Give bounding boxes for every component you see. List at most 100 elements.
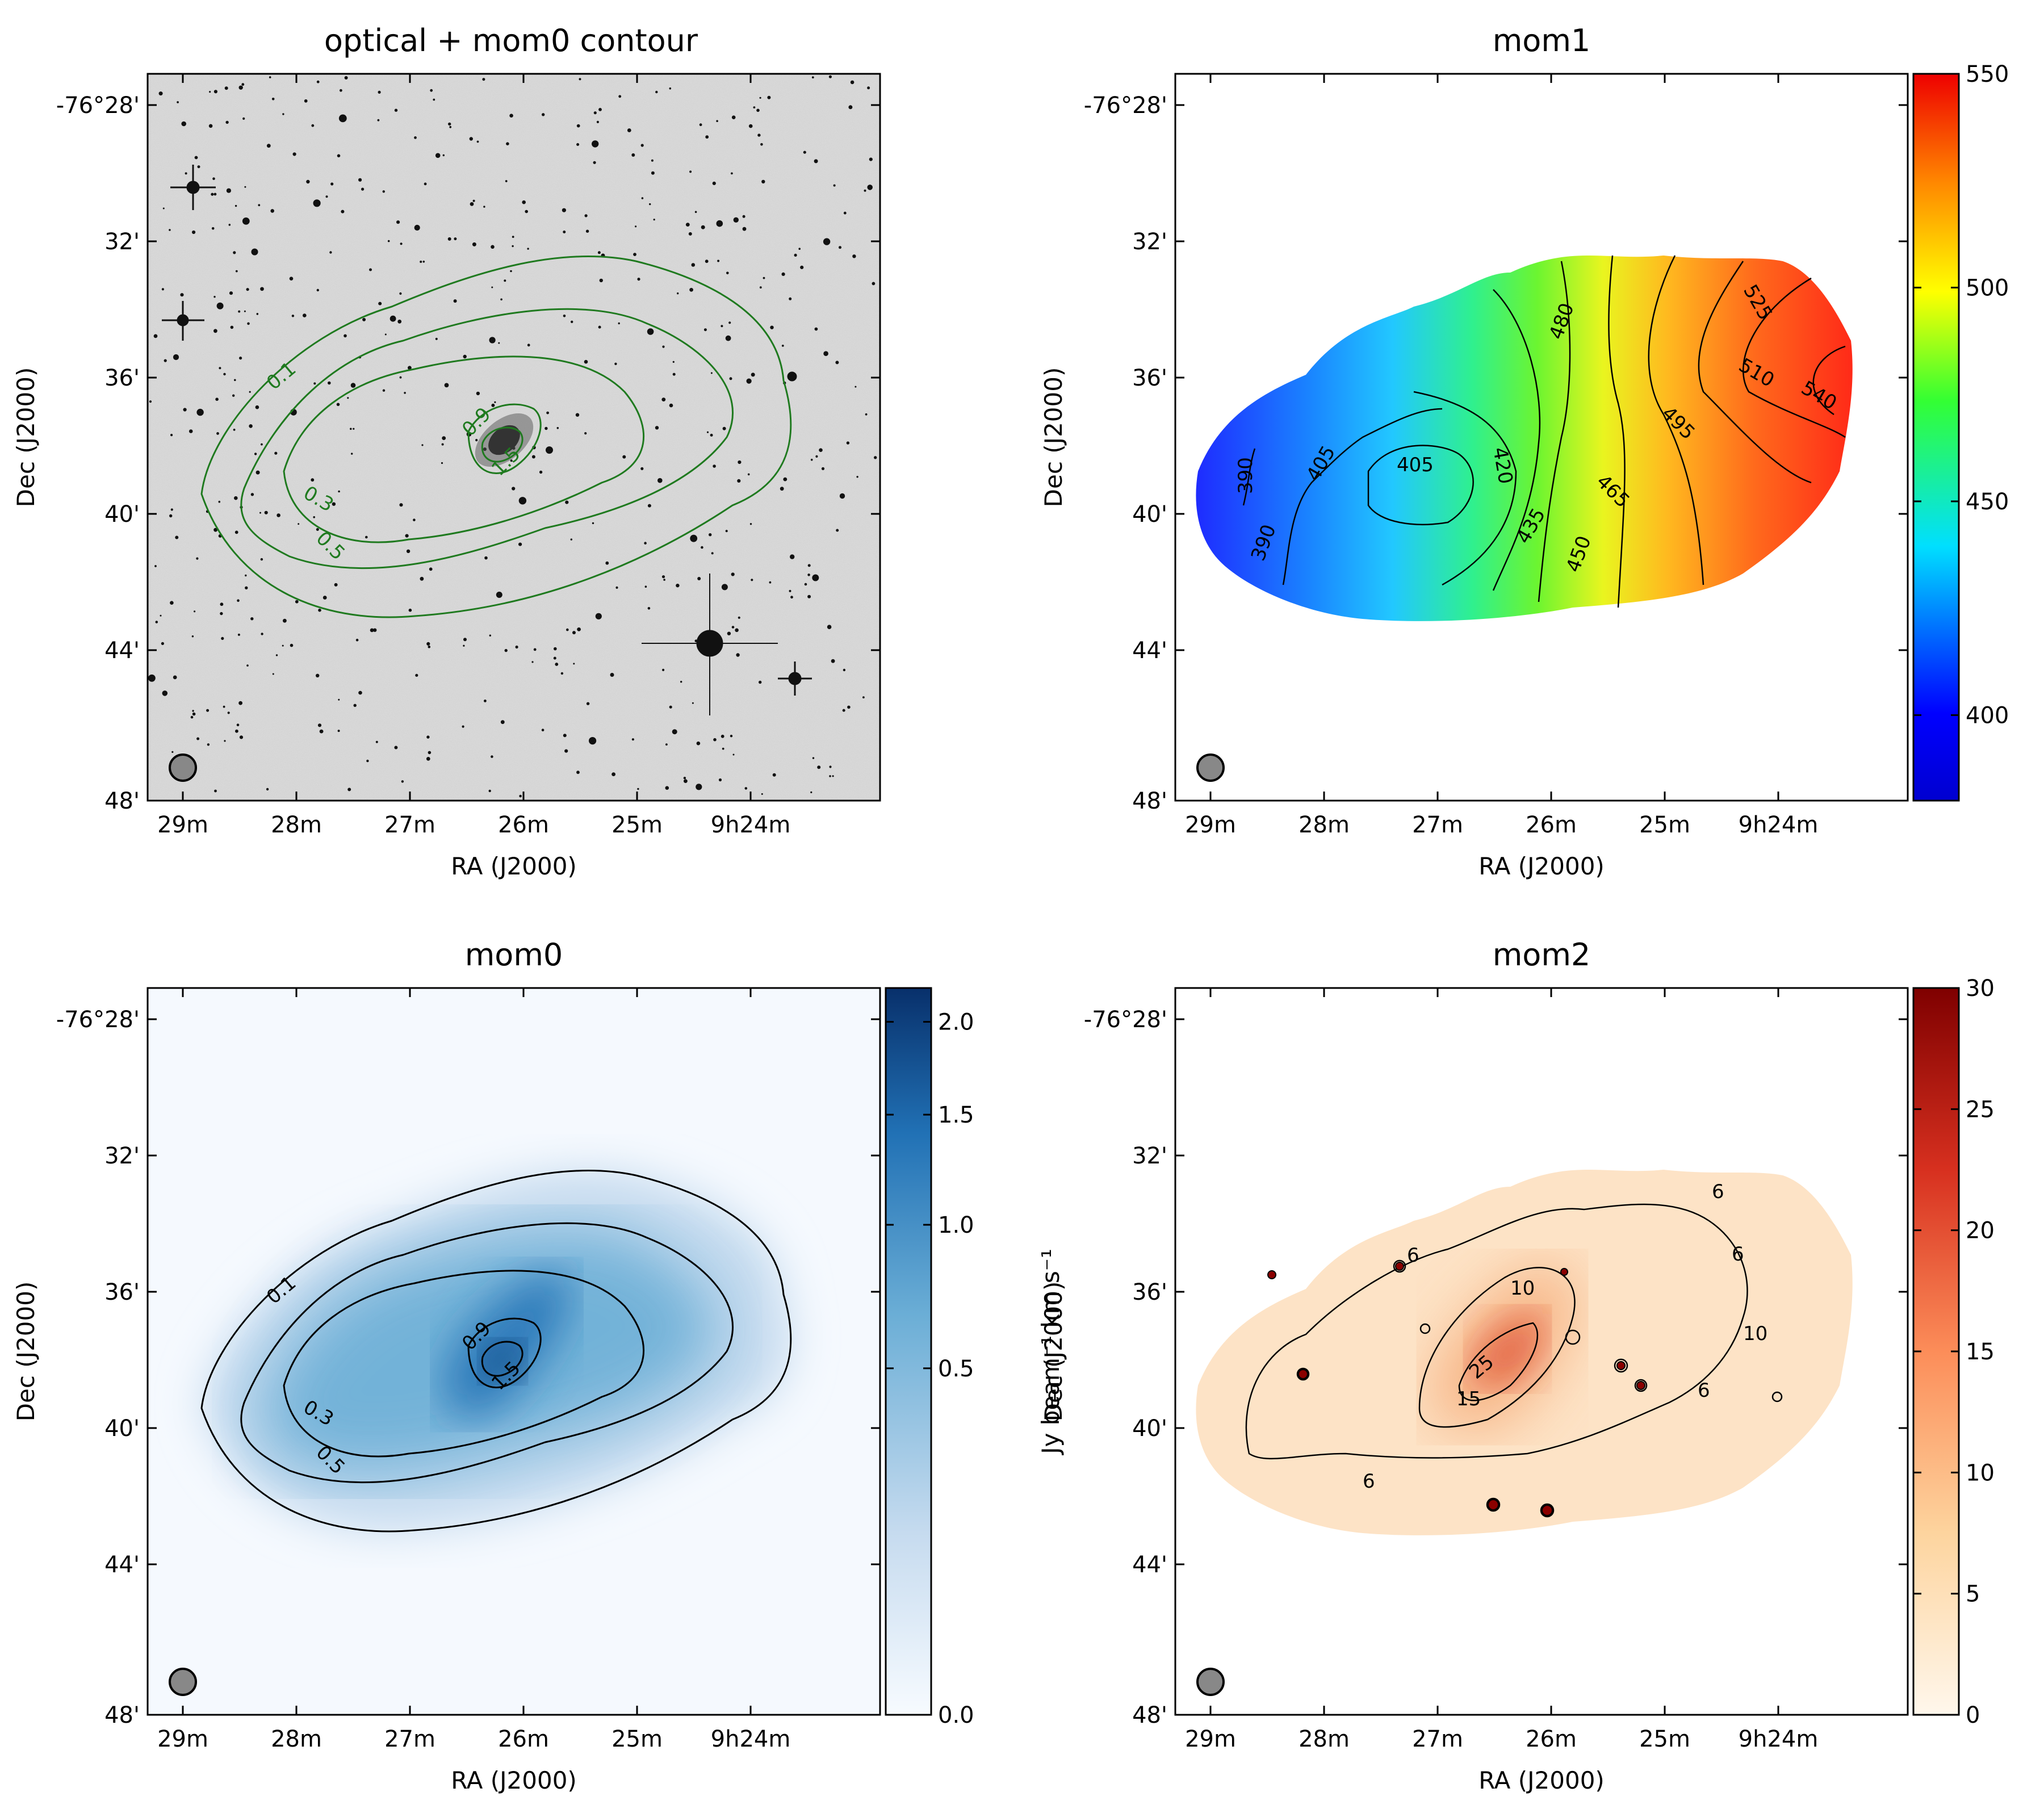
panel-title: optical + mom0 contour	[324, 23, 698, 58]
x-tick-label: 26m	[1526, 812, 1577, 838]
dispersion-map	[1196, 1170, 1853, 1535]
y-tick-label: 32'	[1132, 229, 1167, 255]
y-tick-label: 36'	[1132, 365, 1167, 391]
y-tick-label: 44'	[104, 1552, 140, 1578]
y-tick-label: 40'	[104, 1416, 140, 1442]
colorbar-label: Jy beam⁻¹ km s⁻¹	[1037, 1249, 1065, 1456]
colorbar: 400450500550km s⁻¹	[1912, 61, 2009, 802]
x-tick-label: 9h24m	[711, 1726, 791, 1752]
panel-title: mom2	[1493, 937, 1591, 973]
velocity-contours	[1242, 255, 1846, 608]
y-axis-label: Dec (J2000)	[1040, 1282, 1067, 1422]
y-tick-label: 36'	[1132, 1279, 1167, 1305]
y-tick-label: -76°28'	[1084, 1007, 1167, 1033]
axes-frame	[1174, 987, 1909, 1716]
x-tick-label: 25m	[611, 812, 663, 838]
y-axis-label: Dec (J2000)	[12, 1282, 40, 1422]
y-tick-label: 44'	[1132, 638, 1167, 664]
x-tick-label: 28m	[271, 1726, 322, 1752]
beam-marker	[1196, 753, 1225, 782]
x-tick-label: 28m	[1299, 1726, 1350, 1752]
colorbar-tick-label: 1.0	[938, 1212, 974, 1238]
bright-stars	[162, 165, 812, 715]
colorbar-tick-label: 2.0	[938, 1010, 974, 1036]
y-tick-label: 44'	[1132, 1552, 1167, 1578]
svg-text:6: 6	[1732, 1243, 1744, 1266]
svg-text:6: 6	[1363, 1470, 1375, 1493]
x-tick-label: 26m	[498, 812, 549, 838]
x-axis-label: RA (J2000)	[451, 852, 577, 880]
colorbar-tick-label: 0.5	[938, 1356, 974, 1382]
panel-optical: optical + mom0 contour 0.1 0.3 0.5 0.9 1…	[12, 23, 881, 880]
dispersion-blobs	[1267, 1262, 1645, 1516]
colorbar-tick-label: 15	[1966, 1339, 1995, 1365]
panel-title: mom0	[465, 937, 563, 973]
star-field	[148, 75, 877, 798]
panel-mom0: mom0 0.1 0.3 0.5 0.9 1.5 29m 28m 27m 26m 25m…	[12, 937, 1065, 1794]
x-tick-label: 26m	[498, 1726, 549, 1752]
colorbar-tick-label: 400	[1966, 702, 2009, 729]
x-tick-label: 29m	[157, 1726, 208, 1752]
y-tick-label: 48'	[104, 788, 140, 814]
y-tick-label: 32'	[104, 1143, 140, 1169]
x-tick-label: 28m	[1299, 812, 1350, 838]
y-tick-label: 36'	[104, 365, 140, 391]
y-tick-label: 40'	[1132, 1416, 1167, 1442]
x-tick-label: 29m	[1185, 812, 1236, 838]
colorbar-tick-label: 20	[1966, 1218, 1995, 1244]
colorbar-tick-label: 30	[1966, 976, 1995, 1002]
colorbar-tick-label: 25	[1966, 1096, 1995, 1123]
x-tick-label: 27m	[384, 812, 435, 838]
axes-frame	[146, 987, 881, 1716]
beam-marker	[1196, 1668, 1225, 1696]
axes-frame	[1174, 73, 1909, 802]
x-tick-label: 9h24m	[1739, 1726, 1819, 1752]
y-axis-label: Dec (J2000)	[1040, 367, 1067, 508]
svg-text:6: 6	[1698, 1379, 1710, 1402]
x-tick-label: 27m	[1412, 1726, 1463, 1752]
x-tick-label: 25m	[1639, 812, 1690, 838]
contour-label: 405	[1397, 454, 1434, 476]
svg-text:10: 10	[1510, 1277, 1535, 1300]
y-tick-label: 44'	[104, 638, 140, 664]
dispersion-contours	[1245, 1203, 1783, 1518]
y-axis-label: Dec (J2000)	[12, 367, 40, 508]
x-tick-label: 9h24m	[711, 812, 791, 838]
y-tick-label: 48'	[104, 1702, 140, 1728]
colorbar-tick-label: 0.0	[938, 1702, 974, 1728]
colorbar: 051015202530km s⁻¹	[1912, 976, 1995, 1728]
x-tick-label: 26m	[1526, 1726, 1577, 1752]
svg-text:6: 6	[1407, 1244, 1419, 1267]
colorbar-tick-label: 450	[1966, 489, 2009, 515]
x-tick-label: 27m	[384, 1726, 435, 1752]
colorbar-tick-label: 550	[1966, 61, 2009, 87]
y-tick-label: 40'	[1132, 501, 1167, 527]
svg-text:10: 10	[1743, 1322, 1767, 1345]
beam-marker	[169, 753, 197, 782]
y-tick-label: 32'	[104, 229, 140, 255]
y-tick-label: 32'	[1132, 1143, 1167, 1169]
x-tick-label: 25m	[611, 1726, 663, 1752]
panel-title: mom1	[1493, 23, 1591, 58]
mom0-contours	[200, 1170, 792, 1533]
axes-frame	[146, 73, 881, 802]
beam-marker	[169, 1668, 197, 1696]
colorbar-tick-label: 0	[1966, 1702, 1980, 1728]
x-axis-label: RA (J2000)	[1478, 852, 1605, 880]
x-tick-label: 29m	[157, 812, 208, 838]
colorbar-tick-label: 500	[1966, 275, 2009, 301]
y-tick-label: -76°28'	[1084, 93, 1167, 119]
colorbar-tick-label: 1.5	[938, 1102, 974, 1128]
y-tick-label: 40'	[104, 501, 140, 527]
svg-text:15: 15	[1456, 1388, 1481, 1410]
contour-label: 390	[1234, 457, 1257, 494]
svg-text:6: 6	[1712, 1180, 1724, 1203]
colorbar: 0.0 0.5 1.0 1.5 2.0 Jy beam⁻¹ km s⁻¹	[885, 987, 1065, 1728]
mom0-contours	[200, 256, 792, 618]
x-axis-label: RA (J2000)	[1478, 1766, 1605, 1794]
y-tick-label: 48'	[1132, 1702, 1167, 1728]
x-tick-label: 29m	[1185, 1726, 1236, 1752]
